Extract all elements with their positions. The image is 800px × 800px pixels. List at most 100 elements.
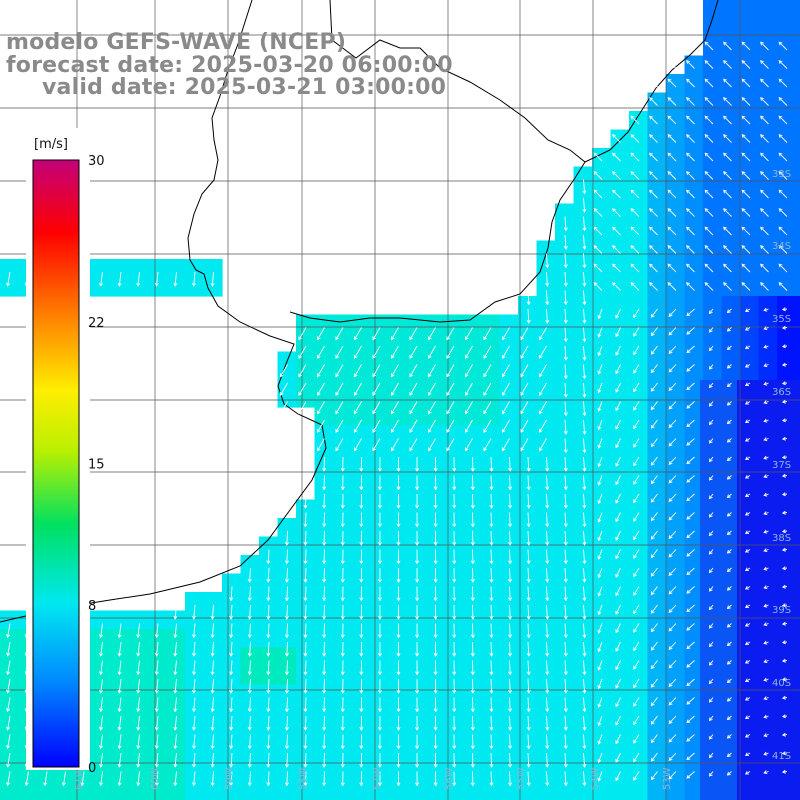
- wind-arrow-head: [322, 782, 327, 787]
- sea-cell: [555, 388, 575, 408]
- sea-cell: [592, 314, 612, 334]
- wind-arrow-head: [377, 523, 382, 528]
- sea-cell: [573, 333, 593, 353]
- wind-arrow: [118, 641, 122, 656]
- wind-arrow: [630, 134, 640, 143]
- sea-cell: [185, 703, 205, 723]
- sea-cell: [203, 629, 223, 649]
- wind-arrow-head: [650, 406, 655, 411]
- sea-cell: [333, 666, 353, 686]
- wind-arrow-head: [633, 758, 637, 763]
- sea-cell: [684, 518, 704, 538]
- sea-cell: [666, 444, 686, 464]
- sea-cell: [296, 333, 316, 353]
- wind-arrow-head: [686, 608, 691, 613]
- sea-cell: [499, 703, 519, 723]
- sea-cell: [610, 388, 630, 408]
- wind-arrow-head: [744, 585, 749, 590]
- sea-cell: [592, 296, 612, 316]
- sea-cell: [277, 666, 297, 686]
- sea-cell: [740, 296, 760, 316]
- wind-arrow-head: [433, 486, 438, 491]
- sea-cell: [536, 499, 556, 519]
- wind-arrow-head: [433, 597, 438, 602]
- sea-cell: [629, 259, 649, 279]
- sea-cell: [647, 407, 667, 427]
- wind-arrow-head: [650, 591, 655, 596]
- wind-arrow-head: [545, 597, 550, 602]
- wind-arrow-head: [582, 393, 587, 398]
- sea-cell: [259, 703, 279, 723]
- wind-arrow-head: [708, 310, 713, 315]
- sea-cell: [592, 333, 612, 353]
- sea-cell: [518, 296, 538, 316]
- sea-cell: [462, 684, 482, 704]
- wind-arrow-head: [781, 769, 786, 774]
- wind-arrow: [612, 152, 621, 162]
- wind-arrow-head: [582, 486, 587, 491]
- sea-cell: [407, 795, 427, 800]
- wind-arrow-head: [359, 486, 364, 491]
- sea-cell: [444, 499, 464, 519]
- sea-cell: [0, 684, 20, 704]
- wind-arrow-head: [247, 634, 252, 639]
- wind-arrow: [686, 771, 695, 779]
- sea-cell-deep: [774, 731, 794, 751]
- sea-cell: [314, 721, 334, 741]
- sea-cell: [629, 555, 649, 575]
- wind-arrow: [527, 549, 530, 564]
- sea-cell: [684, 703, 704, 723]
- wind-arrow: [564, 530, 567, 546]
- sea-cell: [444, 518, 464, 538]
- wind-arrow: [267, 549, 270, 564]
- sea-cell-deep: [700, 602, 720, 622]
- wind-arrow: [7, 623, 11, 638]
- wind-arrow: [193, 660, 196, 675]
- wind-arrow: [317, 364, 325, 377]
- sea-cell: [185, 795, 205, 800]
- sea-cell: [536, 444, 556, 464]
- wind-arrow-head: [501, 447, 506, 452]
- sea-cell: [351, 407, 371, 427]
- wind-arrow-head: [778, 41, 783, 46]
- wind-arrow: [509, 734, 511, 749]
- wind-arrow-head: [633, 425, 637, 430]
- wind-arrow-head: [612, 171, 616, 175]
- sea-cell: [129, 610, 149, 630]
- sea-cell: [296, 610, 316, 630]
- wind-arrow-head: [760, 263, 764, 268]
- sea-cell: [425, 610, 445, 630]
- sea-cell: [610, 629, 630, 649]
- wind-arrow-head: [508, 708, 513, 713]
- sea-cell: [758, 314, 778, 334]
- sea-cell: [721, 166, 741, 186]
- wind-arrow-head: [778, 245, 783, 249]
- wind-arrow-head: [650, 332, 655, 337]
- wind-arrow-head: [322, 560, 327, 565]
- wind-arrow-head: [668, 424, 673, 428]
- sea-cell: [462, 666, 482, 686]
- sea-cell: [425, 666, 445, 686]
- wind-arrow-head: [303, 541, 308, 546]
- sea-cell: [481, 388, 501, 408]
- sea-cell: [462, 721, 482, 741]
- sea-cell: [573, 592, 593, 612]
- wind-arrow-head: [781, 658, 786, 663]
- sea-cell-deep: [700, 491, 720, 511]
- sea-cell-deep: [792, 417, 800, 437]
- wind-arrow: [583, 660, 586, 675]
- sea-cell: [481, 407, 501, 427]
- wind-arrow-head: [340, 745, 345, 750]
- sea-cell: [499, 536, 519, 556]
- wind-arrow: [391, 401, 399, 414]
- wind-arrow-head: [452, 763, 457, 768]
- wind-arrow: [651, 530, 658, 540]
- wind-arrow-head: [668, 683, 673, 687]
- wind-arrow: [323, 493, 325, 509]
- sea-cell: [240, 721, 260, 741]
- wind-arrow-head: [303, 708, 308, 713]
- wind-arrow-head: [508, 560, 513, 565]
- sea-cell: [666, 629, 686, 649]
- wind-arrow-head: [340, 541, 345, 546]
- sea-cell: [314, 370, 334, 390]
